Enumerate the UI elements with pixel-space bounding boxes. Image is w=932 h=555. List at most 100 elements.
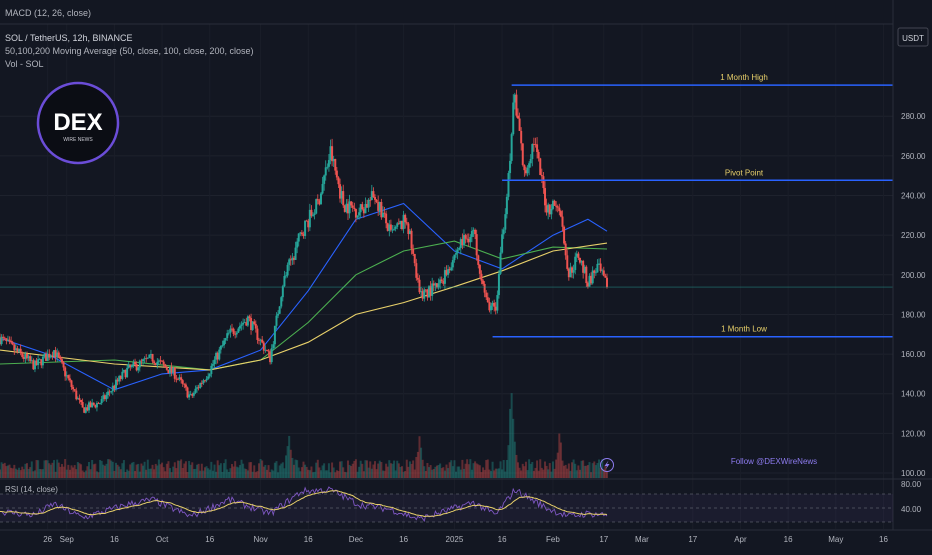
candle-body (523, 164, 526, 171)
volume-bar (432, 468, 435, 478)
candle-body (435, 283, 438, 288)
candle-body (267, 350, 270, 352)
volume-bar (173, 462, 176, 478)
volume-bar (518, 467, 521, 478)
candle-body (583, 266, 586, 273)
candle-body (418, 279, 421, 293)
candle-body (369, 199, 372, 201)
candle-body (604, 275, 607, 278)
volume-bar (49, 464, 52, 478)
volume-bar (156, 465, 159, 478)
volume-bar (531, 461, 534, 478)
candle-body (475, 234, 478, 256)
candle-body (477, 255, 480, 265)
volume-bar (65, 469, 68, 478)
volume-bar (307, 469, 310, 478)
candle-body (466, 238, 469, 240)
volume-bar (334, 472, 337, 478)
candle-body (176, 378, 179, 380)
candle-body (601, 270, 604, 272)
volume-bar (83, 472, 86, 478)
volume-bar (548, 463, 551, 478)
volume-bar (375, 469, 378, 478)
volume-bar (464, 463, 467, 478)
volume-bar (559, 442, 562, 478)
volume-bar (447, 468, 450, 478)
candle-body (343, 205, 346, 212)
volume-bar (598, 459, 601, 478)
volume-bar (19, 470, 22, 478)
volume-bar (385, 463, 388, 478)
candle-body (48, 353, 51, 358)
candle-body (373, 197, 376, 200)
candle-body (19, 348, 22, 353)
candle-body (210, 365, 213, 374)
volume-bar (480, 472, 483, 478)
volume-bar (443, 470, 446, 478)
volume-bar (256, 471, 259, 478)
volume-bar (416, 451, 419, 478)
volume-bar (230, 464, 233, 478)
volume-bar (539, 459, 542, 478)
rsi-panel: RSI (14, close) 80.00 40.00 (0, 480, 922, 523)
candle-body (254, 323, 257, 329)
candle-body (280, 297, 283, 307)
volume-bar (286, 446, 289, 478)
candle-body (83, 407, 86, 413)
candle-body (342, 191, 345, 206)
volume-bar (383, 470, 386, 478)
volume-bar (37, 460, 40, 478)
candle-body (37, 359, 40, 366)
volume-bar (426, 462, 429, 478)
volume-bar (550, 471, 553, 478)
candle-body (524, 170, 527, 174)
candle-body (556, 206, 559, 208)
volume-bar (450, 460, 453, 478)
symbol-legend[interactable]: SOL / TetherUS, 12h, BINANCE (5, 33, 133, 43)
volume-bar (453, 460, 456, 478)
volume-bar (515, 454, 518, 478)
candle-body (318, 200, 321, 205)
candle-body (62, 362, 65, 368)
lightning-icon[interactable] (600, 458, 614, 472)
candle-body (566, 255, 569, 269)
volume-bar (594, 465, 597, 478)
candle-body (218, 349, 221, 360)
candle-body (393, 228, 396, 230)
candle-body (181, 380, 184, 384)
candle-body (424, 289, 427, 291)
volume-bar (216, 460, 219, 478)
candle-body (300, 232, 303, 235)
ma-legend[interactable]: 50,100,200 Moving Average (50, close, 10… (5, 46, 254, 56)
volume-bar (353, 460, 356, 478)
volume-bar (529, 463, 532, 478)
candle-body (32, 360, 35, 370)
volume-legend[interactable]: Vol - SOL (5, 59, 44, 69)
candle-body (41, 356, 44, 366)
candle-body (362, 209, 365, 214)
volume-bar (350, 466, 353, 478)
candle-body (5, 338, 8, 341)
currency-box[interactable] (897, 27, 929, 47)
volume-bar (517, 462, 520, 478)
volume-bar (175, 468, 178, 478)
volume-bar (277, 472, 280, 478)
volume-bar (14, 468, 17, 478)
volume-bar (448, 462, 451, 478)
volume-bar (566, 468, 569, 478)
volume-bar (423, 466, 426, 478)
candle-body (307, 220, 310, 228)
candle-body (130, 365, 133, 368)
candle-body (429, 286, 432, 296)
volume-bar (424, 470, 427, 478)
volume-bar (561, 460, 564, 478)
volume-bar (555, 459, 558, 478)
candle-body (359, 204, 362, 213)
volume-bar (143, 461, 146, 478)
volume-bar (602, 469, 605, 478)
macd-legend[interactable]: MACD (12, 26, close) (5, 8, 91, 18)
candle-body (124, 369, 127, 378)
volume-bar (196, 464, 199, 478)
volume-bar (445, 464, 448, 478)
candle-body (95, 403, 98, 408)
